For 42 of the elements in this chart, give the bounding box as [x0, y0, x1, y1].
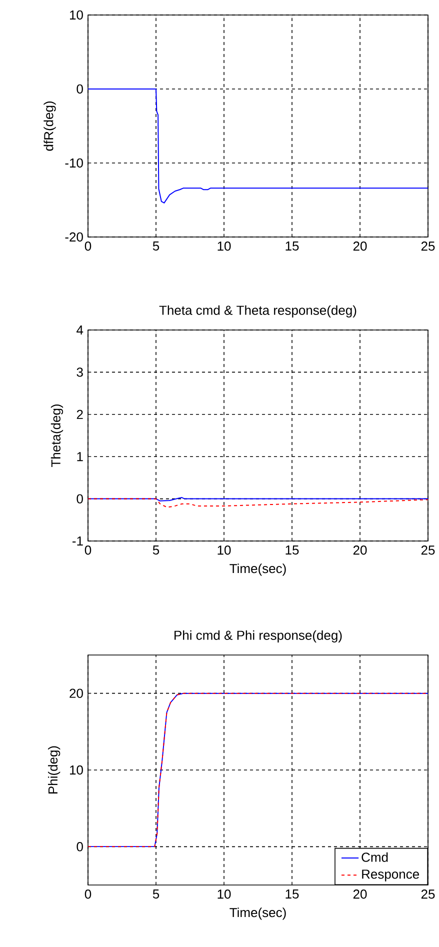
line-series	[88, 498, 428, 508]
x-tick-label: 5	[152, 890, 160, 899]
x-tick-label: 20	[353, 546, 367, 555]
x-tick-label: 15	[286, 546, 299, 555]
legend-label: Responce	[362, 870, 420, 882]
y-tick-label: 10	[70, 10, 83, 20]
y-axis-title: Theta(deg)	[50, 404, 64, 467]
y-axis-title: dfR(deg)	[44, 102, 56, 151]
x-tick-label: 10	[218, 546, 231, 555]
y-tick-label: -20	[65, 232, 83, 242]
chart-title: Theta cmd & Theta response(deg)	[159, 305, 356, 318]
x-tick-label: 15	[286, 242, 299, 251]
x-tick-label: 20	[353, 890, 367, 899]
x-tick-label: 25	[421, 890, 435, 899]
x-tick-label: 0	[84, 242, 92, 251]
x-tick-label: 15	[286, 890, 299, 899]
y-tick-label: 3	[76, 368, 83, 377]
y-tick-label: -1	[72, 536, 83, 546]
x-tick-label: 5	[152, 242, 160, 251]
chart-title: Phi cmd & Phi response(deg)	[174, 630, 342, 642]
y-tick-label: 2	[76, 410, 83, 419]
x-tick-label: 25	[421, 242, 435, 251]
x-tick-label: 0	[84, 890, 92, 899]
y-tick-label: 0	[76, 84, 83, 94]
y-tick-label: 4	[76, 326, 84, 334]
x-tick-label: 0	[84, 546, 92, 555]
x-axis-title: Time(sec)	[230, 908, 286, 920]
y-tick-label: 0	[76, 494, 83, 504]
legend-label: Cmd	[362, 852, 388, 862]
y-tick-label: 20	[70, 688, 83, 698]
y-tick-label: 1	[77, 452, 83, 462]
y-tick-label: 0	[76, 842, 83, 852]
y-tick-label: 10	[70, 765, 83, 775]
y-tick-label: -10	[65, 158, 83, 168]
line-series	[88, 88, 428, 204]
x-tick-label: 20	[353, 242, 367, 251]
x-tick-label: 25	[421, 546, 435, 555]
y-axis-title: Phi(deg)	[48, 746, 60, 794]
x-axis-title: Time(sec)	[230, 564, 286, 576]
x-tick-label: 5	[152, 546, 160, 555]
x-tick-label: 10	[218, 890, 231, 899]
x-tick-label: 10	[218, 242, 231, 251]
